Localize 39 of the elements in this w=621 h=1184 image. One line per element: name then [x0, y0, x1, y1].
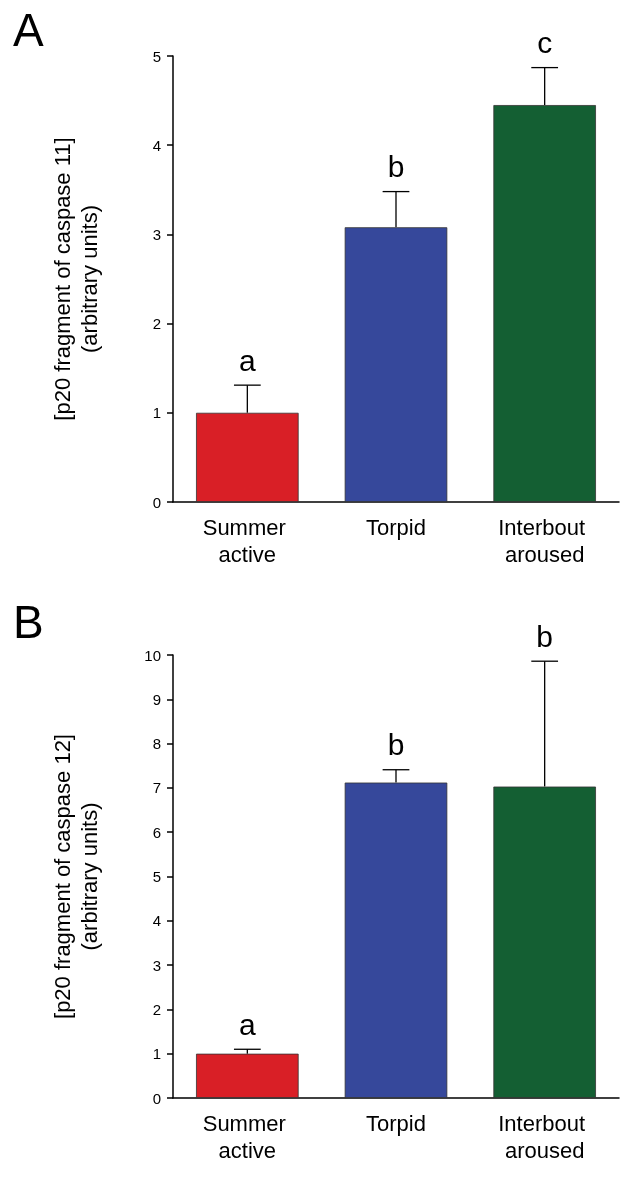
- y-tick-label: 2: [152, 315, 161, 333]
- y-tick-label: 2: [152, 1000, 161, 1018]
- annotation: b: [387, 150, 405, 184]
- bar: [344, 227, 448, 502]
- annotation: c: [537, 26, 553, 60]
- y-tick-label: 5: [152, 868, 161, 885]
- y-tick-label: 6: [152, 823, 161, 841]
- bar: [196, 412, 299, 502]
- bar: [344, 782, 448, 1098]
- x-tick-label: Torpid: [366, 515, 426, 540]
- annotation: b: [387, 728, 405, 762]
- y-tick-label: 8: [152, 735, 161, 753]
- y-tick-label: 9: [152, 690, 161, 708]
- y-tick-label: 0: [152, 1089, 161, 1107]
- y-tick-label: 3: [152, 225, 161, 243]
- bar: [493, 105, 596, 502]
- y-tick-label: 7: [152, 779, 161, 797]
- y-tick-label: 4: [152, 136, 161, 154]
- y-tick-label: 0: [152, 493, 161, 511]
- y-tick-label: 1: [152, 1045, 161, 1063]
- annotation: a: [238, 1007, 256, 1041]
- x-tick-label: Interbout aroused: [498, 515, 592, 567]
- x-tick-label: Summer active: [202, 515, 292, 567]
- chart-title: A: [13, 4, 44, 56]
- y-axis-title: [p20 fragment of caspase 11] (arbitrary units): [50, 137, 102, 421]
- bar: [196, 1053, 299, 1098]
- y-tick-label: 3: [152, 956, 161, 974]
- y-tick-label: 1: [152, 404, 161, 422]
- x-tick-label: Interbout aroused: [498, 1111, 592, 1163]
- y-axis-title: [p20 fragment of caspase 12] (arbitrary units): [50, 734, 102, 1019]
- x-tick-label: Torpid: [366, 1111, 426, 1136]
- y-tick-label: 5: [152, 47, 161, 65]
- x-tick-label: Summer active: [202, 1111, 292, 1163]
- y-tick-label: 4: [152, 912, 161, 930]
- y-tick-label: 10: [144, 646, 161, 664]
- chart-title: B: [13, 596, 44, 648]
- annotation: a: [238, 343, 256, 377]
- bar: [493, 786, 596, 1098]
- annotation: b: [536, 619, 554, 653]
